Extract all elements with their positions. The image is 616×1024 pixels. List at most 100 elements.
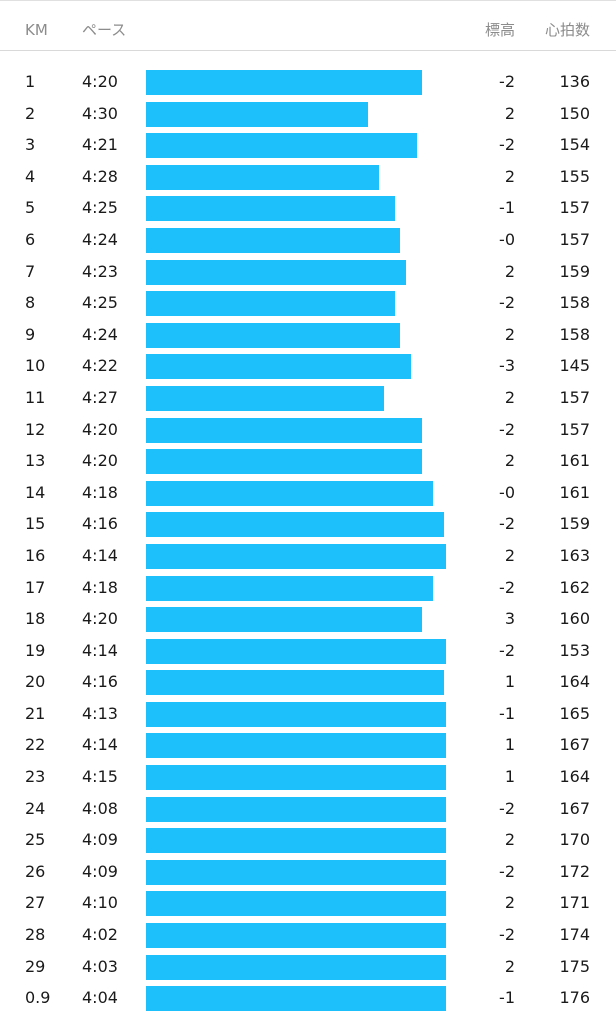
splits-list: 1 4:20 -2 136 2 4:30 2 150 3 4:21 -2 154 4 4:28 2 155 5 4… xyxy=(0,66,616,1014)
split-heart-rate: 159 xyxy=(559,261,590,281)
split-elevation: -3 xyxy=(499,356,515,376)
split-elevation: 2 xyxy=(504,956,515,976)
heart-rate-column-header: 心拍数 xyxy=(544,21,590,39)
split-row: 9 4:24 2 158 xyxy=(0,319,616,351)
pace-bar xyxy=(146,101,368,127)
pace-bar xyxy=(146,891,446,917)
split-heart-rate: 157 xyxy=(559,198,590,218)
split-elevation: 2 xyxy=(504,261,515,281)
split-heart-rate: 167 xyxy=(559,735,590,755)
split-km: 21 xyxy=(25,703,46,723)
split-km: 5 xyxy=(25,198,36,218)
split-elevation: -2 xyxy=(499,861,515,881)
pace-column-header: ペース xyxy=(82,21,127,39)
pace-bar xyxy=(146,859,446,885)
pace-bar xyxy=(146,291,395,317)
pace-bar xyxy=(146,986,446,1012)
split-pace: 4:02 xyxy=(82,925,118,945)
pace-bar xyxy=(146,512,444,538)
split-pace: 4:14 xyxy=(82,545,118,565)
split-elevation: 1 xyxy=(504,767,515,787)
split-heart-rate: 162 xyxy=(559,577,590,597)
split-pace: 4:25 xyxy=(82,293,118,313)
split-elevation: 3 xyxy=(504,609,515,629)
split-pace: 4:22 xyxy=(82,356,118,376)
pace-bar xyxy=(146,259,406,285)
split-km: 8 xyxy=(25,293,36,313)
split-pace: 4:20 xyxy=(82,451,118,471)
split-heart-rate: 172 xyxy=(559,861,590,881)
split-elevation: -2 xyxy=(499,925,515,945)
split-row: 11 4:27 2 157 xyxy=(0,382,616,414)
split-km: 13 xyxy=(25,451,46,471)
split-pace: 4:14 xyxy=(82,735,118,755)
split-heart-rate: 171 xyxy=(559,893,590,913)
split-km: 26 xyxy=(25,861,46,881)
split-row: 24 4:08 -2 167 xyxy=(0,793,616,825)
pace-bar xyxy=(146,480,433,506)
split-elevation: -0 xyxy=(499,229,515,249)
pace-bar xyxy=(146,954,446,980)
split-km: 28 xyxy=(25,925,46,945)
split-row: 3 4:21 -2 154 xyxy=(0,129,616,161)
split-pace: 4:24 xyxy=(82,229,118,249)
pace-bar xyxy=(146,70,422,95)
split-row: 8 4:25 -2 158 xyxy=(0,287,616,319)
split-heart-rate: 163 xyxy=(559,545,590,565)
splits-header: KM ペース 標高 心拍数 xyxy=(0,0,616,51)
pace-bar xyxy=(146,733,446,759)
pace-bar xyxy=(146,449,422,475)
split-row: 29 4:03 2 175 xyxy=(0,951,616,983)
split-row: 22 4:14 1 167 xyxy=(0,729,616,761)
split-km: 27 xyxy=(25,893,46,913)
split-km: 7 xyxy=(25,261,36,281)
split-km: 24 xyxy=(25,798,46,818)
pace-bar xyxy=(146,164,379,190)
pace-bar xyxy=(146,796,446,822)
split-pace: 4:09 xyxy=(82,830,118,850)
split-km: 0.9 xyxy=(25,988,51,1008)
split-row: 4 4:28 2 155 xyxy=(0,161,616,193)
split-elevation: -0 xyxy=(499,482,515,502)
split-elevation: -1 xyxy=(499,198,515,218)
split-heart-rate: 145 xyxy=(559,356,590,376)
split-km: 1 xyxy=(25,72,36,91)
split-elevation: -1 xyxy=(499,703,515,723)
split-pace: 4:16 xyxy=(82,514,118,534)
split-heart-rate: 165 xyxy=(559,703,590,723)
split-pace: 4:23 xyxy=(82,261,118,281)
pace-bar xyxy=(146,765,446,791)
split-pace: 4:04 xyxy=(82,988,118,1008)
split-row: 7 4:23 2 159 xyxy=(0,256,616,288)
split-heart-rate: 157 xyxy=(559,387,590,407)
split-elevation: 2 xyxy=(504,830,515,850)
split-pace: 4:15 xyxy=(82,767,118,787)
pace-bar xyxy=(146,385,385,411)
split-heart-rate: 136 xyxy=(559,72,590,91)
split-row: 17 4:18 -2 162 xyxy=(0,572,616,604)
split-km: 18 xyxy=(25,609,46,629)
split-heart-rate: 161 xyxy=(559,451,590,471)
split-pace: 4:18 xyxy=(82,482,118,502)
split-km: 29 xyxy=(25,956,46,976)
split-heart-rate: 170 xyxy=(559,830,590,850)
split-heart-rate: 167 xyxy=(559,798,590,818)
split-elevation: 2 xyxy=(504,103,515,123)
split-km: 16 xyxy=(25,545,46,565)
split-elevation: 1 xyxy=(504,672,515,692)
elevation-column-header: 標高 xyxy=(484,21,515,39)
split-heart-rate: 159 xyxy=(559,514,590,534)
pace-bar xyxy=(146,607,422,633)
split-pace: 4:28 xyxy=(82,166,118,186)
split-elevation: 2 xyxy=(504,166,515,186)
split-row: 5 4:25 -1 157 xyxy=(0,192,616,224)
split-heart-rate: 160 xyxy=(559,609,590,629)
split-pace: 4:16 xyxy=(82,672,118,692)
split-row: 2 4:30 2 150 xyxy=(0,98,616,130)
split-elevation: 2 xyxy=(504,387,515,407)
split-row: 27 4:10 2 171 xyxy=(0,887,616,919)
pace-bar xyxy=(146,196,395,222)
split-row: 20 4:16 1 164 xyxy=(0,666,616,698)
split-km: 15 xyxy=(25,514,46,534)
split-row: 23 4:15 1 164 xyxy=(0,761,616,793)
